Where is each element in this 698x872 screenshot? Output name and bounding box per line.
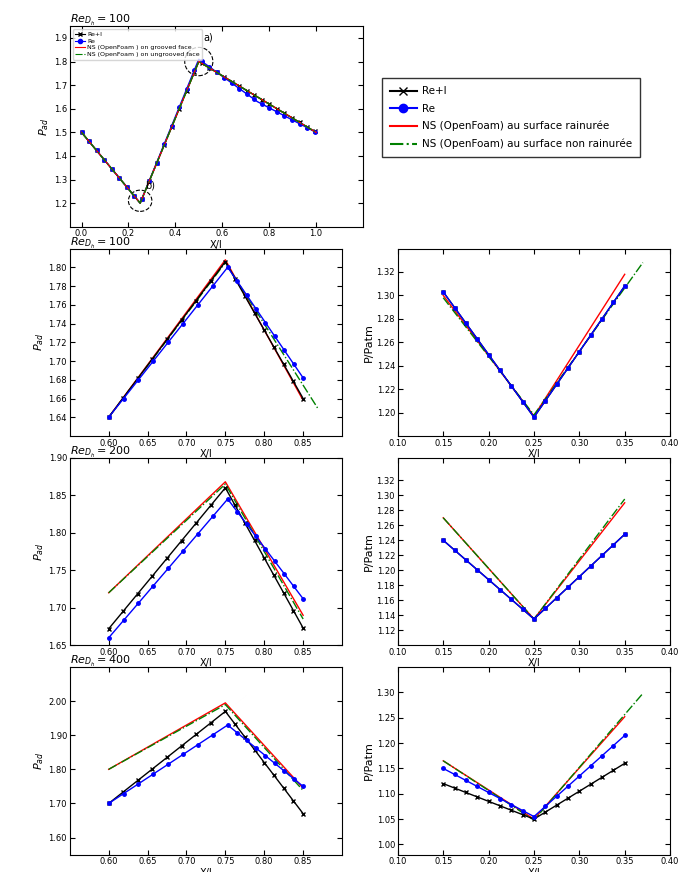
X-axis label: X/I
$(b)$: X/I $(b)$ — [526, 658, 542, 684]
X-axis label: X/I
$(b)$: X/I $(b)$ — [526, 449, 542, 474]
X-axis label: X/I
$(a)$: X/I $(a)$ — [198, 449, 214, 474]
Text: $Re_{D_h}=100$: $Re_{D_h}=100$ — [70, 235, 131, 251]
Legend: Re+I, Re, NS (OpenFoam) au surface rainurée, NS (OpenFoam) au surface non rainur: Re+I, Re, NS (OpenFoam) au surface rainu… — [382, 78, 640, 158]
Y-axis label: $P_{ad}$: $P_{ad}$ — [32, 333, 45, 351]
X-axis label: X/I
$(a)$: X/I $(a)$ — [198, 658, 214, 684]
Legend: Re+I, Re, NS (OpenFoam ) on grooved face, NS (OpenFoam ) on ungrooved face: Re+I, Re, NS (OpenFoam ) on grooved face… — [73, 30, 202, 59]
Y-axis label: P/Patm: P/Patm — [364, 323, 374, 362]
Y-axis label: $P_{ad}$: $P_{ad}$ — [32, 542, 46, 561]
Text: b): b) — [145, 181, 155, 190]
X-axis label: X/I
$(a)$: X/I $(a)$ — [198, 868, 214, 872]
Y-axis label: P/Patm: P/Patm — [364, 532, 374, 571]
Text: a): a) — [204, 32, 213, 43]
Text: $Re_{D_h}=400$: $Re_{D_h}=400$ — [70, 654, 131, 670]
X-axis label: X/I
$(b)$: X/I $(b)$ — [526, 868, 542, 872]
Y-axis label: $P_{ad}$: $P_{ad}$ — [32, 752, 46, 770]
Text: $Re_{D_h}=200$: $Re_{D_h}=200$ — [70, 445, 131, 460]
X-axis label: X/I: X/I — [210, 240, 223, 250]
Y-axis label: P/Patm: P/Patm — [364, 741, 374, 780]
Y-axis label: $P_{ad}$: $P_{ad}$ — [37, 117, 51, 136]
Text: $Re_{D_h}=100$: $Re_{D_h}=100$ — [70, 13, 131, 29]
